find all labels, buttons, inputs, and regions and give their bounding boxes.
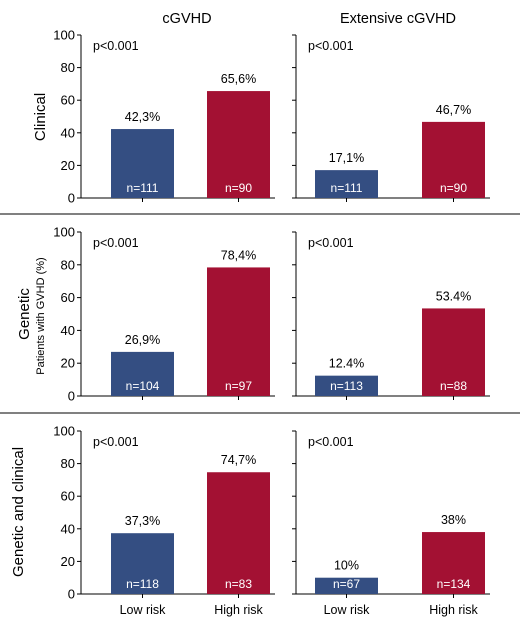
n-label-genetic-and-clinical-extensive-cgvhd: n=134 xyxy=(437,577,471,591)
chart-panels: 0 20 40 60 80 100 p<0.001 42,3% n=111 65,6% n=90 p<… xyxy=(0,28,520,617)
y-tick-label-clinical-cgvhd: 60 xyxy=(61,93,75,108)
n-label-clinical-cgvhd: n=90 xyxy=(225,181,252,195)
n-label-genetic-cgvhd: n=104 xyxy=(126,379,160,393)
bar-low-risk-clinical-cgvhd xyxy=(111,129,174,198)
bar-high-risk-genetic-cgvhd xyxy=(207,267,270,396)
y-tick-label-genetic-cgvhd: 0 xyxy=(68,389,75,404)
n-label-genetic-and-clinical-cgvhd: n=118 xyxy=(126,577,159,591)
bar-low-risk-clinical-extensive-cgvhd xyxy=(315,170,378,198)
y-tick-label-genetic-and-clinical-cgvhd: 40 xyxy=(61,521,75,536)
y-tick-label-clinical-cgvhd: 0 xyxy=(68,191,75,206)
bar-low-risk-genetic-and-clinical-extensive-cgvhd xyxy=(315,577,378,594)
value-label-genetic-and-clinical-cgvhd: 74,7% xyxy=(221,453,256,467)
x-tick-label-genetic-and-clinical-cgvhd: High risk xyxy=(214,603,263,617)
y-tick-label-clinical-cgvhd: 40 xyxy=(61,125,75,140)
n-label-genetic-extensive-cgvhd: n=113 xyxy=(330,379,363,393)
bar-high-risk-clinical-extensive-cgvhd xyxy=(422,121,485,198)
y-tick-label-genetic-cgvhd: 80 xyxy=(61,257,75,272)
value-label-genetic-cgvhd: 26,9% xyxy=(125,333,160,347)
y-tick-label-genetic-and-clinical-cgvhd: 20 xyxy=(61,554,75,569)
y-tick-label-clinical-cgvhd: 20 xyxy=(61,158,75,173)
x-tick-label-genetic-and-clinical-extensive-cgvhd: Low risk xyxy=(324,603,371,617)
y-tick-label-genetic-cgvhd: 60 xyxy=(61,290,75,305)
value-label-clinical-cgvhd: 42,3% xyxy=(125,110,160,124)
p-value-annotation-genetic-and-clinical-cgvhd: p<0.001 xyxy=(93,435,139,449)
value-label-genetic-extensive-cgvhd: 12.4% xyxy=(329,357,364,371)
y-tick-label-genetic-cgvhd: 40 xyxy=(61,323,75,338)
column-title-cgvhd: cGVHD xyxy=(162,11,211,27)
n-label-clinical-cgvhd: n=111 xyxy=(127,181,159,195)
y-tick-label-genetic-and-clinical-cgvhd: 0 xyxy=(68,587,75,602)
y-tick-label-genetic-cgvhd: 20 xyxy=(61,356,75,371)
p-value-annotation-clinical-extensive-cgvhd: p<0.001 xyxy=(308,39,354,53)
value-label-clinical-extensive-cgvhd: 46,7% xyxy=(436,103,471,117)
bar-high-risk-genetic-and-clinical-cgvhd xyxy=(207,472,270,594)
x-tick-label-genetic-and-clinical-extensive-cgvhd: High risk xyxy=(429,603,478,617)
n-label-clinical-extensive-cgvhd: n=90 xyxy=(440,181,467,195)
column-title-extensive-cgvhd: Extensive cGVHD xyxy=(340,11,456,27)
y-tick-label-genetic-and-clinical-cgvhd: 100 xyxy=(53,424,75,439)
y-axis-label: Patients with GVHD (%) xyxy=(35,257,47,374)
value-label-clinical-cgvhd: 65,6% xyxy=(221,72,256,86)
value-label-genetic-and-clinical-extensive-cgvhd: 38% xyxy=(441,513,466,527)
n-label-genetic-and-clinical-cgvhd: n=83 xyxy=(225,577,252,591)
value-label-genetic-extensive-cgvhd: 53.4% xyxy=(436,289,471,303)
p-value-annotation-genetic-extensive-cgvhd: p<0.001 xyxy=(308,236,354,250)
value-label-genetic-and-clinical-extensive-cgvhd: 10% xyxy=(334,559,359,573)
bar-high-risk-clinical-cgvhd xyxy=(207,91,270,198)
y-tick-label-clinical-cgvhd: 80 xyxy=(61,60,75,75)
n-label-genetic-and-clinical-extensive-cgvhd: n=67 xyxy=(333,577,360,591)
p-value-annotation-genetic-and-clinical-extensive-cgvhd: p<0.001 xyxy=(308,435,354,449)
bar-low-risk-genetic-cgvhd xyxy=(111,351,174,396)
value-label-clinical-extensive-cgvhd: 17,1% xyxy=(329,151,364,165)
y-tick-label-clinical-cgvhd: 100 xyxy=(53,28,75,43)
p-value-annotation-clinical-cgvhd: p<0.001 xyxy=(93,39,139,53)
x-tick-label-genetic-and-clinical-cgvhd: Low risk xyxy=(120,603,167,617)
row-title-genetic-and-clinical: Genetic and clinical xyxy=(10,447,27,577)
y-tick-label-genetic-and-clinical-cgvhd: 80 xyxy=(61,456,75,471)
y-tick-label-genetic-cgvhd: 100 xyxy=(53,225,75,240)
p-value-annotation-genetic-cgvhd: p<0.001 xyxy=(93,236,139,250)
n-label-genetic-extensive-cgvhd: n=88 xyxy=(440,379,467,393)
n-label-genetic-cgvhd: n=97 xyxy=(225,379,252,393)
bar-high-risk-genetic-and-clinical-extensive-cgvhd xyxy=(422,532,485,594)
bar-low-risk-genetic-extensive-cgvhd xyxy=(315,375,378,396)
value-label-genetic-cgvhd: 78,4% xyxy=(221,248,256,262)
n-label-clinical-extensive-cgvhd: n=111 xyxy=(331,181,363,195)
bar-low-risk-genetic-and-clinical-cgvhd xyxy=(111,533,174,594)
bar-high-risk-genetic-extensive-cgvhd xyxy=(422,308,485,396)
y-tick-label-genetic-and-clinical-cgvhd: 60 xyxy=(61,489,75,504)
row-title-genetic: Genetic xyxy=(16,288,33,340)
row-title-clinical: Clinical xyxy=(32,93,49,141)
value-label-genetic-and-clinical-cgvhd: 37,3% xyxy=(125,514,160,528)
